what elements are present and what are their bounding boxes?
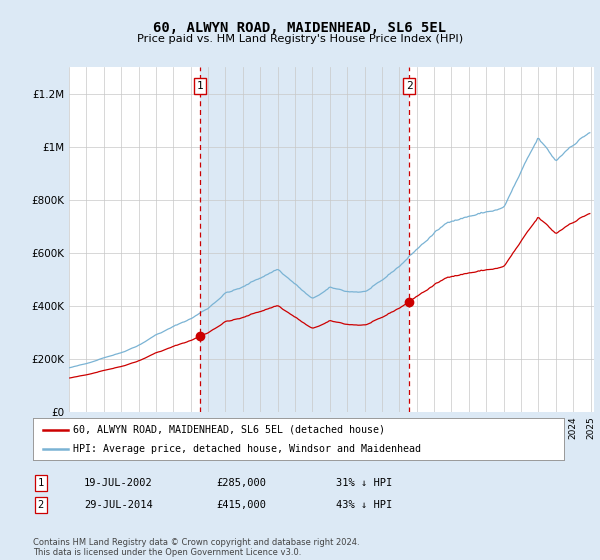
Text: Price paid vs. HM Land Registry's House Price Index (HPI): Price paid vs. HM Land Registry's House …: [137, 34, 463, 44]
Text: 60, ALWYN ROAD, MAIDENHEAD, SL6 5EL (detached house): 60, ALWYN ROAD, MAIDENHEAD, SL6 5EL (det…: [73, 424, 385, 435]
Text: £415,000: £415,000: [216, 500, 266, 510]
Text: 2: 2: [406, 81, 413, 91]
Text: 1: 1: [38, 478, 44, 488]
Bar: [200, 67, 409, 412]
Text: 60, ALWYN ROAD, MAIDENHEAD, SL6 5EL: 60, ALWYN ROAD, MAIDENHEAD, SL6 5EL: [154, 21, 446, 35]
Text: 19-JUL-2002: 19-JUL-2002: [84, 478, 153, 488]
Text: 2: 2: [38, 500, 44, 510]
Text: HPI: Average price, detached house, Windsor and Maidenhead: HPI: Average price, detached house, Wind…: [73, 444, 421, 454]
Text: 31% ↓ HPI: 31% ↓ HPI: [336, 478, 392, 488]
Text: 1: 1: [197, 81, 203, 91]
Text: 43% ↓ HPI: 43% ↓ HPI: [336, 500, 392, 510]
Text: Contains HM Land Registry data © Crown copyright and database right 2024.
This d: Contains HM Land Registry data © Crown c…: [33, 538, 359, 557]
Text: £285,000: £285,000: [216, 478, 266, 488]
Text: 29-JUL-2014: 29-JUL-2014: [84, 500, 153, 510]
